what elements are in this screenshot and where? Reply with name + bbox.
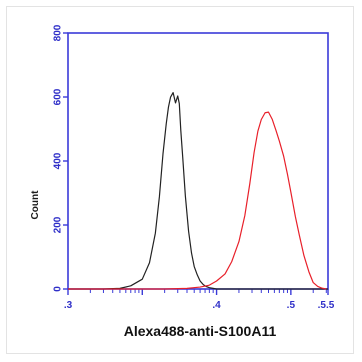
y-tick-label: 200 xyxy=(53,216,64,233)
series-line-stained xyxy=(68,111,327,290)
y-tick-label: 800 xyxy=(53,24,64,41)
x-tick-label: .5.5 xyxy=(318,300,335,311)
series-line-control xyxy=(68,92,328,290)
axes-box xyxy=(67,32,329,290)
x-tick-label: .5 xyxy=(287,300,296,311)
x-tick-label: .3 xyxy=(64,300,73,311)
chart-frame xyxy=(6,6,354,354)
y-tick-label: 400 xyxy=(53,152,64,169)
x-axis-label: Alexa488-anti-S100A11 xyxy=(124,323,277,339)
y-axis-label: Count xyxy=(30,190,41,220)
y-tick-label: 0 xyxy=(53,286,64,292)
y-tick-label: 600 xyxy=(53,88,64,105)
x-tick-label: .4 xyxy=(212,300,221,311)
